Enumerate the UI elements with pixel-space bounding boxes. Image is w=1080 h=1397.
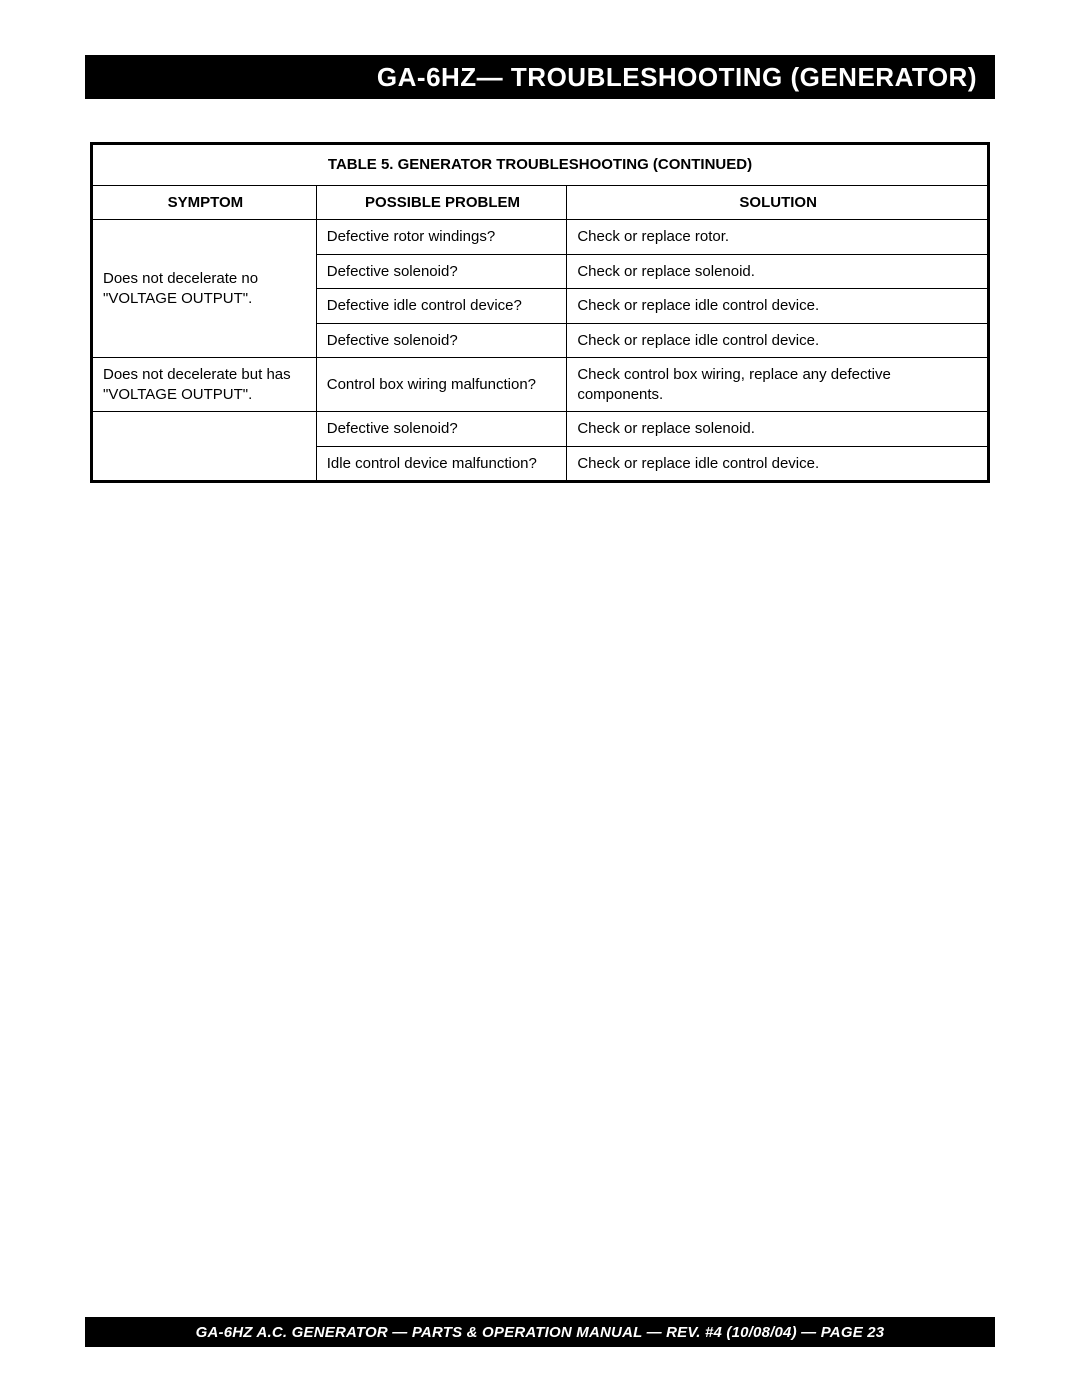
solution-cell: Check or replace solenoid.: [567, 412, 988, 447]
col-header-problem: POSSIBLE PROBLEM: [316, 185, 567, 220]
table-title-row: TABLE 5. GENERATOR TROUBLESHOOTING (CONT…: [93, 145, 988, 186]
solution-cell: Check or replace idle control device.: [567, 323, 988, 358]
problem-cell: Control box wiring malfunction?: [316, 358, 567, 412]
problem-cell: Defective rotor windings?: [316, 220, 567, 255]
document-page: GA-6HZ— TROUBLESHOOTING (GENERATOR) TABL…: [0, 0, 1080, 1397]
solution-cell: Check or replace rotor.: [567, 220, 988, 255]
problem-cell: Idle control device malfunction?: [316, 446, 567, 481]
footer-text: GA-6HZ A.C. GENERATOR — PARTS & OPERATIO…: [196, 1324, 885, 1341]
header-bar: GA-6HZ— TROUBLESHOOTING (GENERATOR): [85, 55, 995, 99]
troubleshooting-table-wrap: TABLE 5. GENERATOR TROUBLESHOOTING (CONT…: [90, 142, 990, 483]
symptom-cell: Does not decelerate no "VOLTAGE OUTPUT".: [93, 220, 317, 358]
problem-cell: Defective idle control device?: [316, 289, 567, 324]
footer-bar: GA-6HZ A.C. GENERATOR — PARTS & OPERATIO…: [85, 1317, 995, 1347]
solution-cell: Check control box wiring, replace any de…: [567, 358, 988, 412]
table-header-row: SYMPTOM POSSIBLE PROBLEM SOLUTION: [93, 185, 988, 220]
problem-cell: Defective solenoid?: [316, 254, 567, 289]
solution-cell: Check or replace solenoid.: [567, 254, 988, 289]
solution-cell: Check or replace idle control device.: [567, 289, 988, 324]
symptom-cell: Does not decelerate but has "VOLTAGE OUT…: [93, 358, 317, 412]
troubleshooting-table: TABLE 5. GENERATOR TROUBLESHOOTING (CONT…: [92, 144, 988, 481]
col-header-symptom: SYMPTOM: [93, 185, 317, 220]
col-header-solution: SOLUTION: [567, 185, 988, 220]
solution-cell: Check or replace idle control device.: [567, 446, 988, 481]
problem-cell: Defective solenoid?: [316, 412, 567, 447]
problem-cell: Defective solenoid?: [316, 323, 567, 358]
table-row: Does not decelerate but has "VOLTAGE OUT…: [93, 358, 988, 412]
table-row: Does not decelerate no "VOLTAGE OUTPUT".…: [93, 220, 988, 255]
symptom-cell: [93, 412, 317, 481]
table-row: Defective solenoid? Check or replace sol…: [93, 412, 988, 447]
table-title: TABLE 5. GENERATOR TROUBLESHOOTING (CONT…: [93, 145, 988, 186]
page-title: GA-6HZ— TROUBLESHOOTING (GENERATOR): [377, 62, 977, 93]
